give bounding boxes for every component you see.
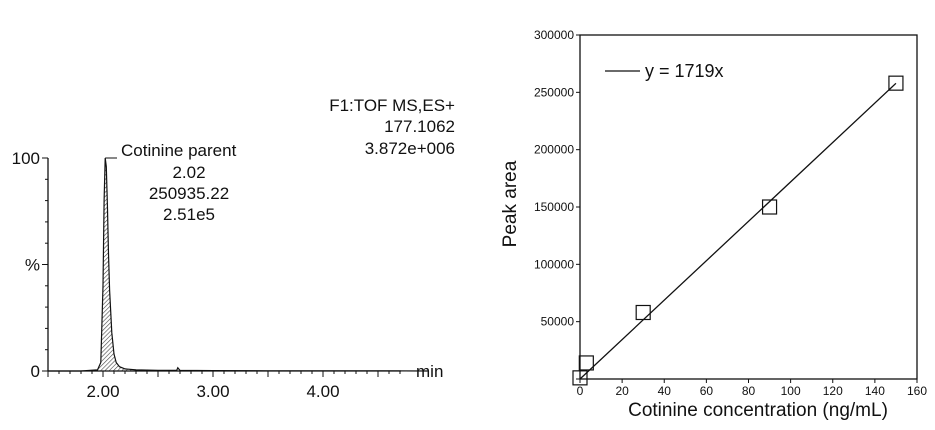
peak-name-label: Cotinine parent <box>121 141 237 160</box>
legend-label: y = 1719x <box>645 61 724 81</box>
chromatogram-y-tick-label: 100 <box>12 149 40 168</box>
calibration-y-tick-label: 200000 <box>534 143 574 157</box>
calibration-y-tick-label: 250000 <box>534 85 574 99</box>
calibration-x-tick-label: 120 <box>823 384 843 398</box>
data-point <box>635 304 651 321</box>
chromatogram-panel: F1:TOF MS,ES+ 177.1062 3.872e+006 Cotini… <box>12 96 455 401</box>
calibration-y-tick-label: 150000 <box>534 200 574 214</box>
chromatogram-header: F1:TOF MS,ES+ 177.1062 3.872e+006 <box>329 96 455 158</box>
calibration-panel: 0 20 40 60 80 100 120 140 160 50000 100000 150000 20… <box>500 28 927 421</box>
chromatogram-y-tick-label: 0 <box>31 362 40 381</box>
calibration-y-axis-title: Peak area <box>500 160 521 247</box>
chromatogram-x-tick-label: 2.00 <box>86 382 119 401</box>
calibration-x-tick-label: 60 <box>700 384 714 398</box>
chromatogram-x-tick-label: 4.00 <box>306 382 339 401</box>
calibration-x-axis-title: Cotinine concentration (ng/mL) <box>628 400 888 421</box>
peak-area-label: 250935.22 <box>149 184 229 203</box>
calibration-y-tick-label: 100000 <box>534 257 574 271</box>
chromatogram-x-tick-label: 3.00 <box>196 382 229 401</box>
calibration-x-tick-label: 140 <box>865 384 885 398</box>
peak-retention-time-label: 2.02 <box>172 163 205 182</box>
calibration-y-tick-label: 50000 <box>541 315 575 329</box>
calibration-plot-frame <box>579 34 918 380</box>
data-point <box>761 199 778 215</box>
calibration-x-tick-label: 20 <box>615 384 629 398</box>
calibration-x-tick-label: 80 <box>742 384 756 398</box>
data-point <box>888 75 904 91</box>
calibration-x-tick-label: 40 <box>658 384 672 398</box>
calibration-y-tick-label: 300000 <box>534 28 574 42</box>
fit-line <box>579 82 897 380</box>
header-line-3: 3.872e+006 <box>365 139 455 158</box>
data-point <box>572 370 588 386</box>
calibration-legend: y = 1719x <box>605 61 724 81</box>
chromatogram-x-axis-title: min <box>416 362 443 381</box>
data-point <box>578 355 594 371</box>
header-line-1: F1:TOF MS,ES+ <box>329 96 455 115</box>
calibration-x-tick-label: 160 <box>907 384 927 398</box>
peak-height-label: 2.51e5 <box>163 205 215 224</box>
calibration-x-tick-label: 0 <box>577 384 584 398</box>
peak-annotation: Cotinine parent 2.02 250935.22 2.51e5 <box>121 141 237 224</box>
chromatogram-y-axis-title: % <box>25 256 40 275</box>
calibration-x-tick-label: 100 <box>781 384 801 398</box>
header-line-2: 177.1062 <box>384 117 455 136</box>
